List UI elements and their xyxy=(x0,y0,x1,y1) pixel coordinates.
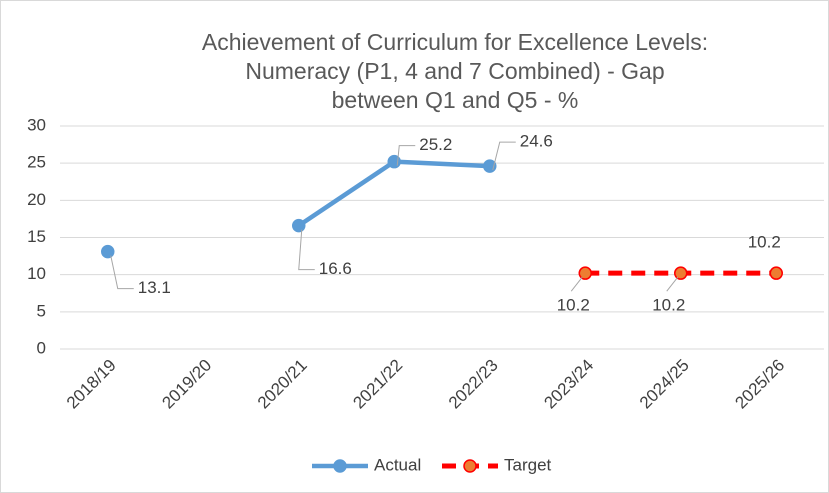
data-label: 25.2 xyxy=(419,135,452,154)
marker xyxy=(292,218,306,233)
marker xyxy=(674,266,688,280)
leader-line xyxy=(298,229,315,271)
marker xyxy=(578,266,592,280)
y-tick-label: 0 xyxy=(37,338,46,357)
legend-marker xyxy=(463,459,477,473)
legend-label: Target xyxy=(504,455,552,474)
data-label: 10.2 xyxy=(748,233,781,252)
legend-label: Actual xyxy=(374,455,421,474)
leader-line xyxy=(110,255,134,290)
chart-title: Achievement of Curriculum for Excellence… xyxy=(202,29,708,55)
data-label: 13.1 xyxy=(138,278,171,297)
y-tick-label: 5 xyxy=(37,301,46,320)
leader-line xyxy=(492,141,516,171)
chart-title: Numeracy (P1, 4 and 7 Combined) - Gap xyxy=(245,58,664,84)
leader-line xyxy=(396,145,416,166)
marker xyxy=(101,244,115,259)
y-tick-label: 25 xyxy=(27,153,46,172)
data-label: 16.6 xyxy=(319,259,352,278)
leader-line xyxy=(666,276,679,292)
y-tick-label: 20 xyxy=(27,190,46,209)
data-label: 10.2 xyxy=(557,296,590,315)
marker xyxy=(769,266,783,280)
y-tick-label: 15 xyxy=(27,227,46,246)
y-tick-label: 10 xyxy=(27,264,46,283)
data-label: 24.6 xyxy=(520,132,553,151)
leader-line xyxy=(570,276,583,292)
data-label: 10.2 xyxy=(652,296,685,315)
y-tick-label: 30 xyxy=(27,115,46,134)
chart-title: between Q1 and Q5 - % xyxy=(332,87,579,113)
legend-marker xyxy=(333,459,347,473)
